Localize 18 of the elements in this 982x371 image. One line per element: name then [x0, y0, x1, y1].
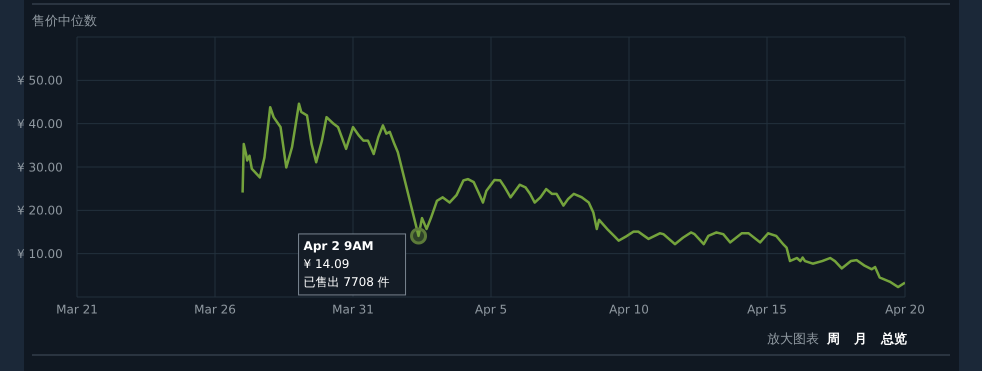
x-tick-label: Apr 10 — [609, 302, 649, 317]
x-tick-label: Apr 5 — [474, 302, 508, 317]
chart-title: 售价中位数 — [32, 13, 97, 30]
x-tick-label: Mar 31 — [332, 302, 374, 317]
y-tick-label: ¥ 20.00 — [17, 204, 63, 218]
text: 放大图表 — [767, 331, 819, 348]
x-tick-label: Mar 21 — [56, 302, 98, 317]
annotation: Apr 2 9AM ¥ 14.09 已售出 7708 件 — [304, 238, 390, 289]
x-tick-label: Apr 20 — [885, 302, 925, 317]
y-tick-label: ¥ 50.00 — [17, 74, 63, 88]
text: 总览 — [881, 331, 907, 348]
y-tick-label: ¥ 40.00 — [17, 116, 63, 131]
y-tick-label: ¥ 10.00 — [17, 246, 63, 261]
text: 月 — [854, 331, 867, 348]
x-tick-label: Apr 15 — [747, 302, 787, 317]
x-tick-label: Mar 26 — [194, 302, 236, 317]
text: 周 — [827, 331, 840, 348]
y-tick-label: ¥ 30.00 — [17, 160, 63, 174]
